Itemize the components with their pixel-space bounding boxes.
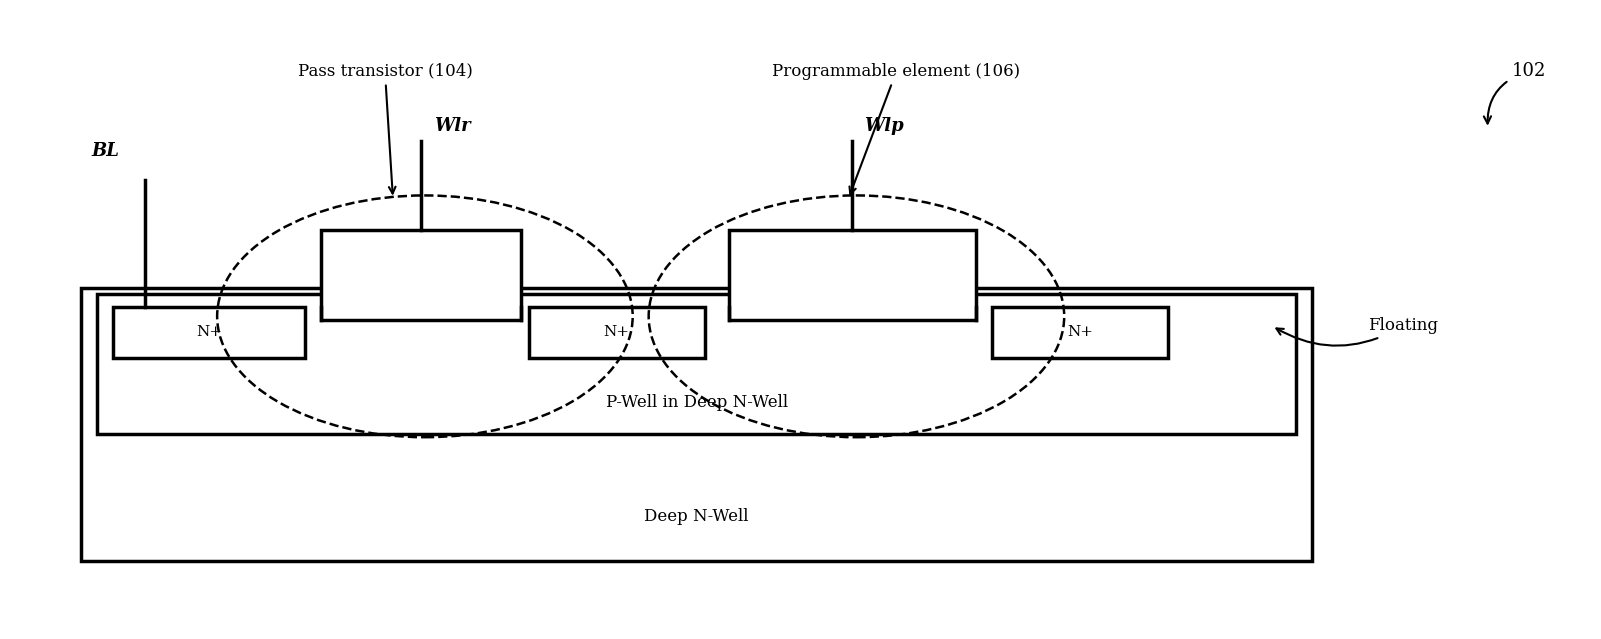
Bar (98, 294, 1295, 434)
Text: Deep N-Well: Deep N-Well (644, 508, 749, 525)
Text: Poly gate: Poly gate (386, 268, 456, 282)
Text: N+: N+ (197, 325, 223, 339)
Text: N+: N+ (604, 325, 629, 339)
Bar (322, 231, 520, 320)
Bar (728, 231, 977, 320)
Text: Pass transistor (104): Pass transistor (104) (298, 63, 472, 194)
Bar (993, 307, 1169, 358)
Text: Floating: Floating (1276, 318, 1438, 346)
Text: P-Well in Deep N-Well: P-Well in Deep N-Well (605, 394, 788, 411)
Text: Poly gate: Poly gate (817, 268, 889, 282)
Bar (82, 288, 1311, 561)
Bar (528, 307, 704, 358)
Text: Wlp: Wlp (865, 117, 905, 135)
Text: 102: 102 (1484, 63, 1547, 123)
Bar (114, 307, 306, 358)
Text: Programmable element (106): Programmable element (106) (772, 63, 1020, 194)
Text: N+: N+ (1068, 325, 1093, 339)
Text: BL: BL (91, 142, 118, 160)
Text: Wlr: Wlr (434, 117, 471, 135)
